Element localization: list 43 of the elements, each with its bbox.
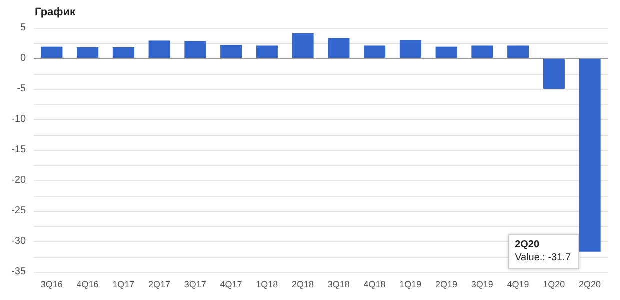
- bar: [364, 46, 386, 58]
- bar: [472, 46, 494, 58]
- x-tick-label: 3Q17: [184, 280, 206, 290]
- x-tick-label: 2Q19: [436, 280, 458, 290]
- y-tick-label: -30: [12, 236, 26, 247]
- bar: [220, 45, 242, 58]
- x-tick-label: 4Q18: [364, 280, 386, 290]
- x-tick-label: 3Q18: [328, 280, 350, 290]
- bar: [41, 46, 63, 58]
- bar: [579, 58, 601, 252]
- x-tick-label: 3Q16: [40, 280, 63, 290]
- y-tick-label: -5: [17, 84, 26, 94]
- bar: [400, 40, 422, 58]
- x-tick-label: 2Q20: [579, 280, 602, 290]
- bar: [184, 41, 206, 58]
- x-tick-label: 4Q16: [76, 280, 99, 290]
- y-tick-label: -20: [12, 175, 26, 186]
- annotation: 2Q20 Value.: -31.7: [515, 239, 572, 264]
- x-tick-label: 1Q20: [543, 280, 566, 290]
- y-tick-label: 5: [20, 22, 26, 34]
- bar: [328, 38, 350, 58]
- y-tick-label: -35: [12, 266, 26, 278]
- x-tick-label: 1Q18: [256, 280, 278, 290]
- bar: [292, 33, 314, 58]
- x-tick-label: 4Q17: [220, 280, 242, 290]
- bar: [436, 46, 458, 58]
- y-tick-label: 0: [20, 53, 26, 64]
- bar: [543, 58, 565, 89]
- x-tick-label: 1Q17: [112, 280, 135, 290]
- bar: [112, 48, 134, 58]
- y-tick-label: -15: [12, 144, 26, 156]
- y-tick-label: -10: [12, 114, 26, 125]
- bar: [77, 48, 99, 58]
- x-tick-label: 2Q17: [148, 280, 171, 290]
- bar: [148, 40, 170, 58]
- x-tick-label: 2Q18: [292, 280, 314, 290]
- x-tick-label: 1Q19: [400, 280, 422, 290]
- x-tick-label: 3Q19: [471, 280, 494, 290]
- x-tick-label: 4Q19: [507, 280, 530, 290]
- y-tick-label: -25: [12, 206, 26, 216]
- bar: [256, 46, 278, 58]
- chart-title: График: [35, 6, 76, 18]
- bar: [508, 46, 530, 58]
